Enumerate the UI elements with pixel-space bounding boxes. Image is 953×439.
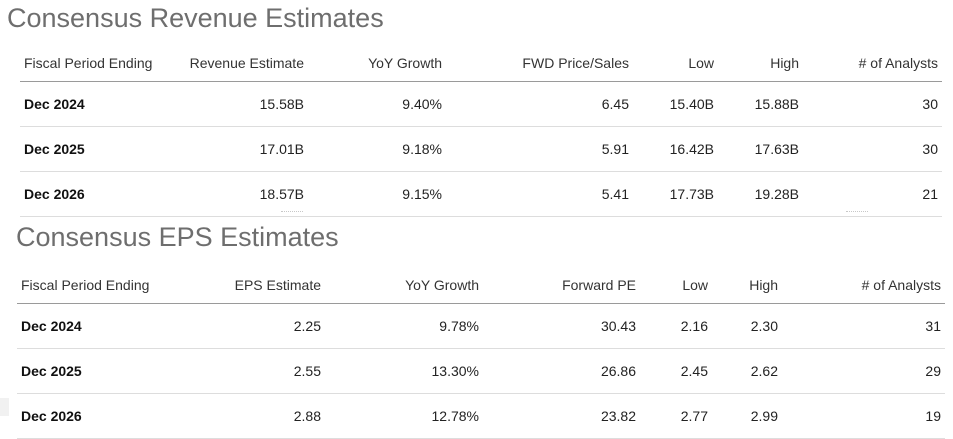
high-cell: 2.62: [712, 348, 782, 394]
low-cell: 2.16: [640, 303, 712, 349]
low-cell: 2.77: [640, 393, 712, 439]
analysts-cell: 19: [782, 393, 945, 439]
column-header-fwd-price-sales[interactable]: FWD Price/Sales: [446, 44, 633, 82]
column-header-yoy-growth[interactable]: YoY Growth: [325, 266, 483, 304]
column-header-low[interactable]: Low: [633, 44, 718, 82]
fwd-price-sales-cell: 5.41: [446, 171, 633, 217]
fiscal-period-cell: Dec 2026: [20, 171, 170, 217]
yoy-growth-cell: 13.30%: [325, 348, 483, 394]
fiscal-period-cell: Dec 2026: [17, 393, 177, 439]
revenue-section-title: Consensus Revenue Estimates: [7, 3, 384, 33]
edge-mark: [0, 398, 9, 416]
high-cell: 15.88B: [718, 81, 803, 127]
table-row: Dec 2026 2.88 12.78% 23.82 2.77 2.99 19: [17, 393, 945, 439]
table-header-row: Fiscal Period Ending EPS Estimate YoY Gr…: [17, 266, 945, 304]
table-header-row: Fiscal Period Ending Revenue Estimate Yo…: [20, 44, 942, 82]
forward-pe-cell: 23.82: [483, 393, 640, 439]
forward-pe-cell: 30.43: [483, 303, 640, 349]
column-header-high[interactable]: High: [712, 266, 782, 304]
yoy-growth-cell: 9.18%: [308, 126, 446, 172]
revenue-estimates-table: Fiscal Period Ending Revenue Estimate Yo…: [20, 44, 942, 217]
yoy-growth-cell: 9.78%: [325, 303, 483, 349]
table-row: Dec 2024 2.25 9.78% 30.43 2.16 2.30 31: [17, 303, 945, 349]
column-header-yoy-growth[interactable]: YoY Growth: [308, 44, 446, 82]
eps-estimate-cell: 2.55: [177, 348, 325, 394]
fiscal-period-cell: Dec 2024: [20, 81, 170, 127]
fiscal-period-cell: Dec 2025: [17, 348, 177, 394]
low-cell: 16.42B: [633, 126, 718, 172]
eps-estimate-cell: 2.88: [177, 393, 325, 439]
analysts-cell: 30: [803, 81, 942, 127]
yoy-growth-cell: 9.40%: [308, 81, 446, 127]
revenue-estimate-cell: 17.01B: [170, 126, 308, 172]
high-cell: 19.28B: [718, 171, 803, 217]
column-header-low[interactable]: Low: [640, 266, 712, 304]
low-cell: 2.45: [640, 348, 712, 394]
column-header-eps-estimate[interactable]: EPS Estimate: [177, 266, 325, 304]
revenue-estimate-cell: 18.57B: [170, 171, 308, 217]
analysts-cell: 29: [782, 348, 945, 394]
analysts-cell: 31: [782, 303, 945, 349]
column-header-revenue-estimate[interactable]: Revenue Estimate: [170, 44, 308, 82]
high-cell: 2.99: [712, 393, 782, 439]
revenue-estimate-cell: 15.58B: [170, 81, 308, 127]
low-cell: 17.73B: [633, 171, 718, 217]
column-header-forward-pe[interactable]: Forward PE: [483, 266, 640, 304]
column-header-analysts[interactable]: # of Analysts: [803, 44, 942, 82]
yoy-growth-cell: 12.78%: [325, 393, 483, 439]
yoy-growth-cell: 9.15%: [308, 171, 446, 217]
eps-section-title: Consensus EPS Estimates: [16, 222, 339, 252]
table-row: Dec 2025 17.01B 9.18% 5.91 16.42B 17.63B…: [20, 126, 942, 172]
fiscal-period-cell: Dec 2024: [17, 303, 177, 349]
cropped-artifact: [846, 211, 868, 215]
table-row: Dec 2025 2.55 13.30% 26.86 2.45 2.62 29: [17, 348, 945, 394]
column-header-high[interactable]: High: [718, 44, 803, 82]
high-cell: 2.30: [712, 303, 782, 349]
high-cell: 17.63B: [718, 126, 803, 172]
column-header-fiscal-period[interactable]: Fiscal Period Ending: [20, 44, 170, 82]
eps-estimates-table: Fiscal Period Ending EPS Estimate YoY Gr…: [17, 266, 945, 439]
low-cell: 15.40B: [633, 81, 718, 127]
fwd-price-sales-cell: 5.91: [446, 126, 633, 172]
forward-pe-cell: 26.86: [483, 348, 640, 394]
table-row: Dec 2026 18.57B 9.15% 5.41 17.73B 19.28B…: [20, 171, 942, 217]
fiscal-period-cell: Dec 2025: [20, 126, 170, 172]
analysts-cell: 30: [803, 126, 942, 172]
fwd-price-sales-cell: 6.45: [446, 81, 633, 127]
analysts-cell: 21: [803, 171, 942, 217]
column-header-analysts[interactable]: # of Analysts: [782, 266, 945, 304]
cropped-artifact: [281, 211, 303, 215]
eps-estimate-cell: 2.25: [177, 303, 325, 349]
column-header-fiscal-period[interactable]: Fiscal Period Ending: [17, 266, 177, 304]
table-row: Dec 2024 15.58B 9.40% 6.45 15.40B 15.88B…: [20, 81, 942, 127]
